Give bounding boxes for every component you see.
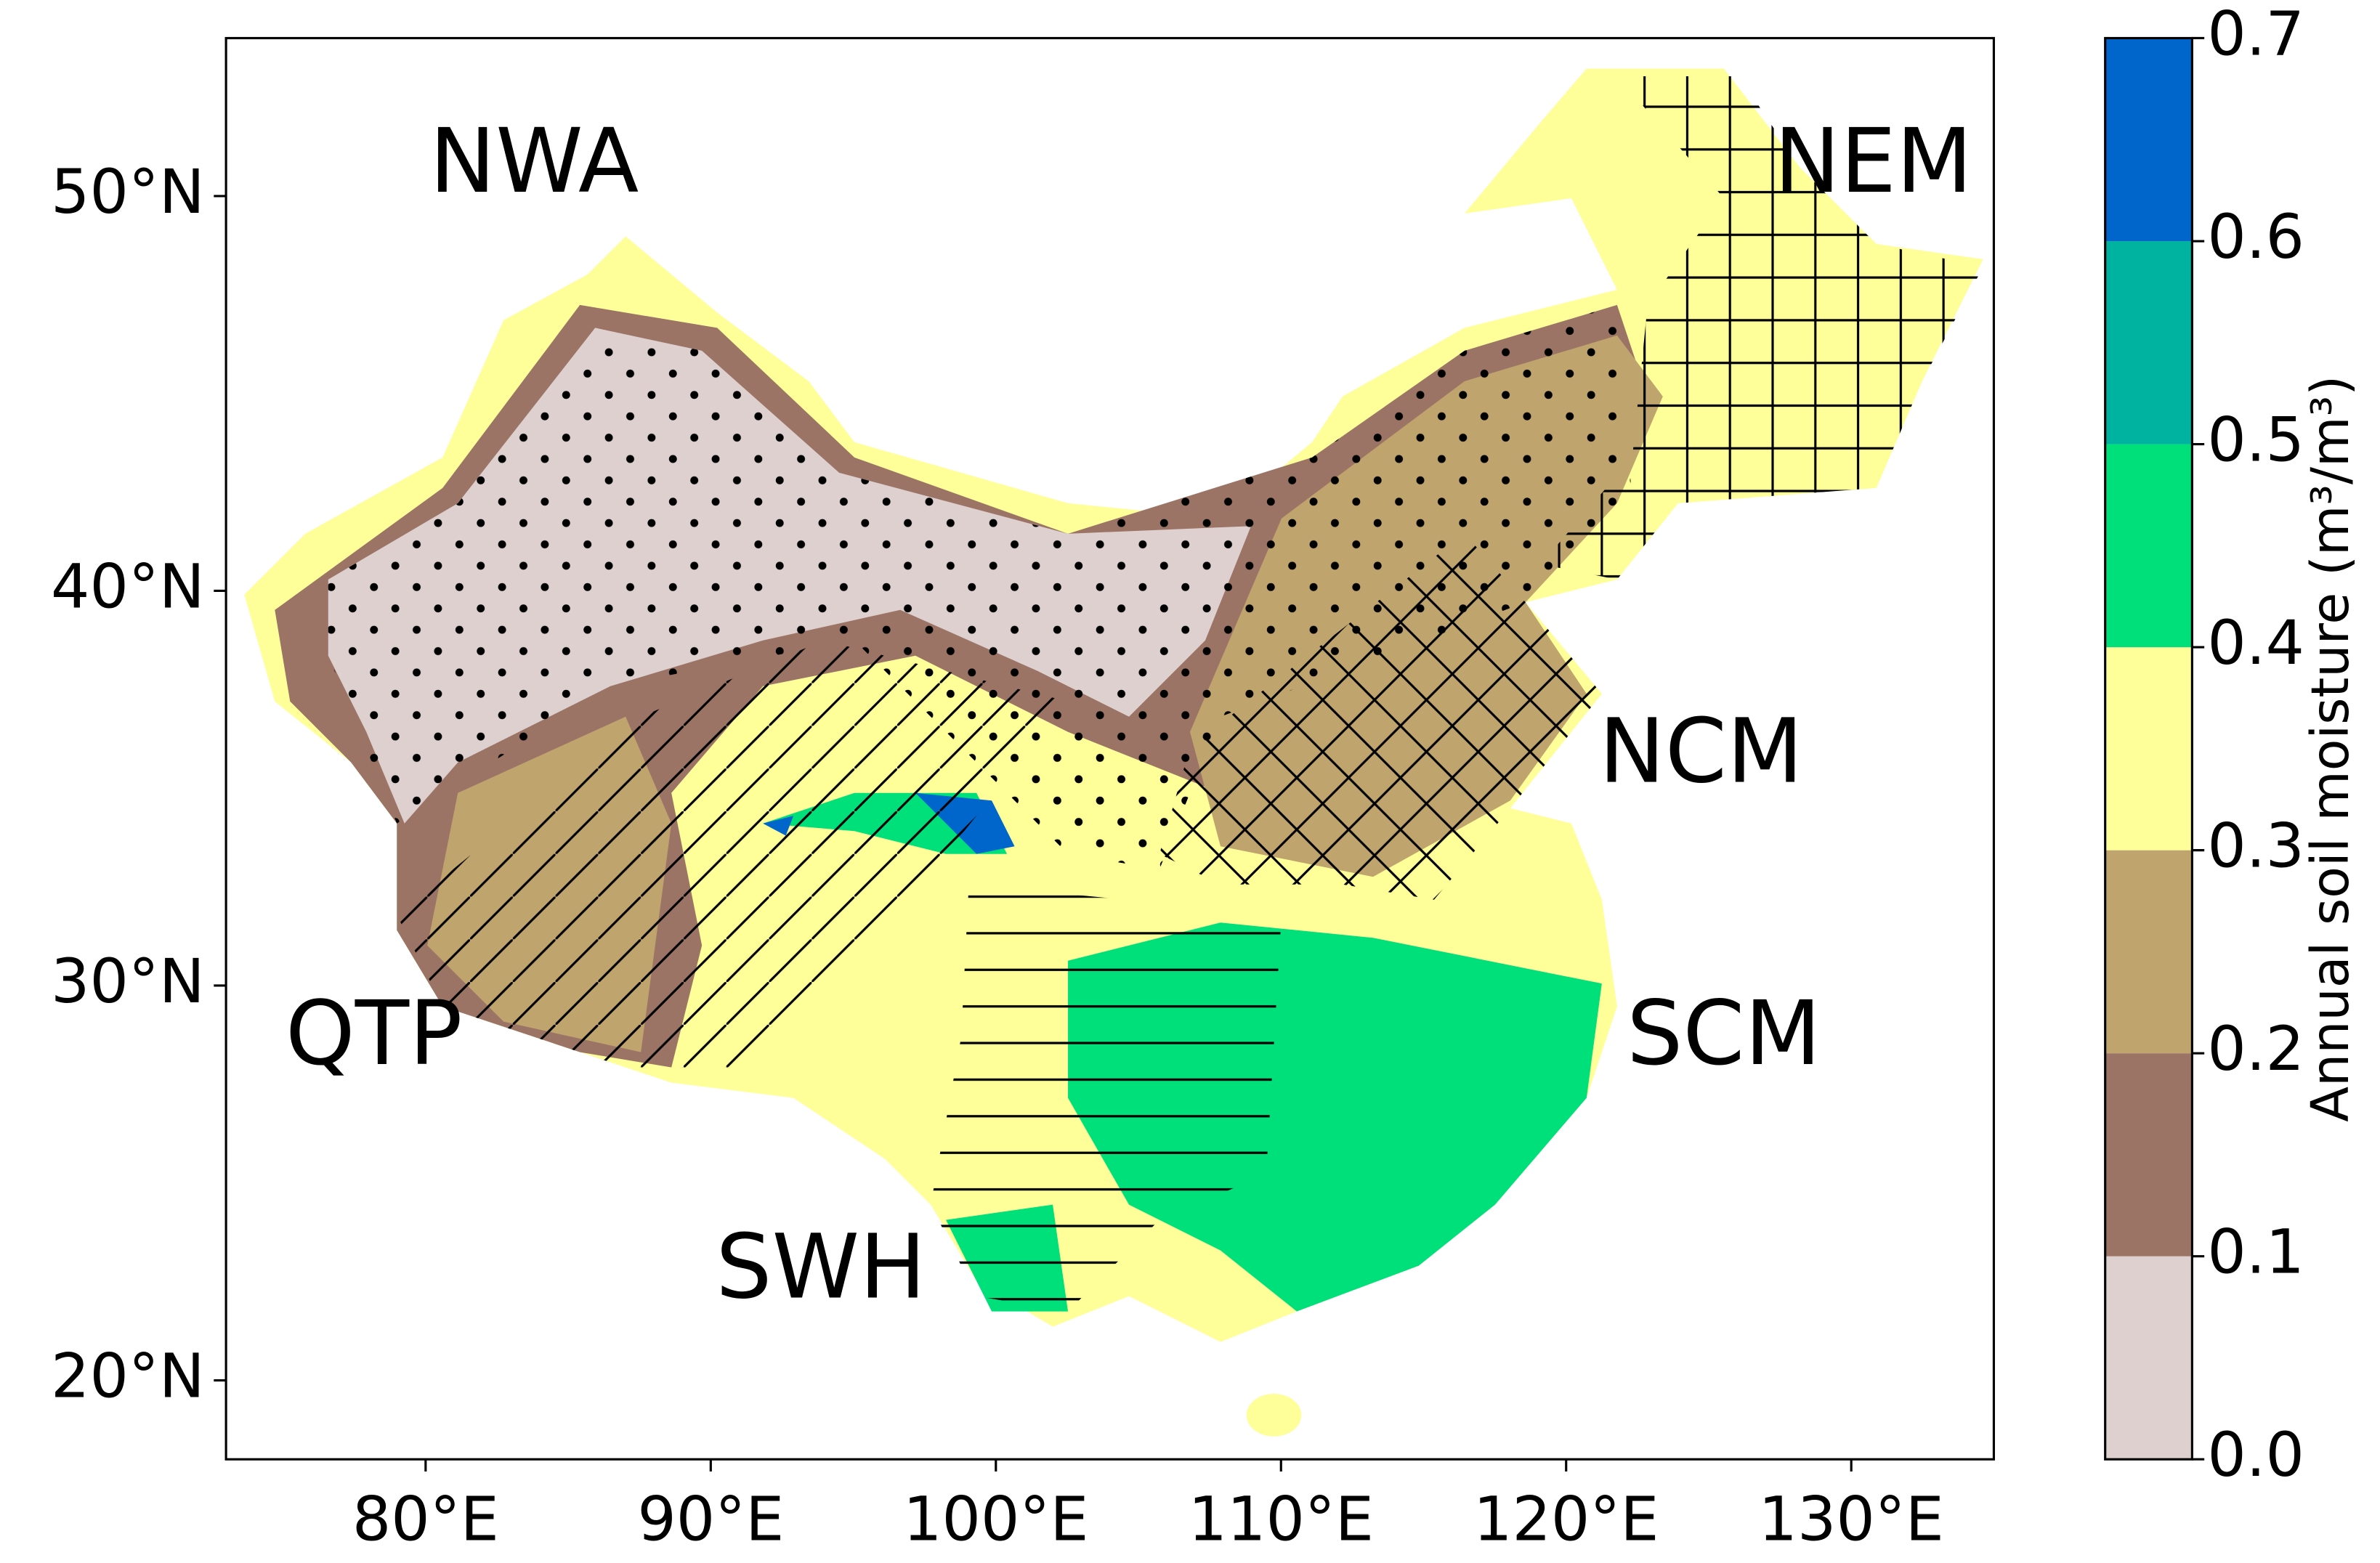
- x-tick-label: 130°E: [1759, 1483, 1944, 1554]
- colorbar-tick-label: 0.3: [2207, 811, 2304, 882]
- colorbar-label: Annual soil moisture (m³/m³): [2300, 375, 2360, 1122]
- hatch-nem: [1540, 76, 1983, 580]
- colorbar-tick-label: 0.4: [2207, 607, 2304, 678]
- colorbar-tick-label: 0.6: [2207, 201, 2304, 272]
- region-label: NWA: [429, 110, 639, 213]
- colorbar-tick-label: 0.5: [2207, 404, 2304, 475]
- colorbar: 0.0 0.1 0.2 0.3 0.4 0.5 0.6 0.7 Annual soil mois…: [2104, 0, 2360, 1490]
- colorbar-tick-label: 0.0: [2207, 1419, 2304, 1490]
- colorbar-tick-label: 0.2: [2207, 1013, 2304, 1084]
- x-tick-label: 80°E: [352, 1483, 499, 1554]
- region-label: QTP: [286, 982, 463, 1085]
- y-tick-label: 30°N: [51, 946, 205, 1017]
- colorbar-segment: [2105, 38, 2193, 242]
- hainan: [1246, 1393, 1302, 1437]
- hatch-swh: [931, 884, 1282, 1312]
- hatch-nwa: [328, 304, 1632, 869]
- axes: 80°E 90°E 100°E 110°E 120°E 130°E 20°N 30°N 40°N…: [51, 156, 1944, 1555]
- hatch-ncm: [1159, 533, 1602, 900]
- y-tick-label: 50°N: [51, 156, 205, 227]
- colorbar-segment: [2105, 1053, 2193, 1257]
- colorbar-segment: [2105, 850, 2193, 1054]
- x-tick-label: 110°E: [1189, 1483, 1374, 1554]
- colorbar-tick-label: 0.1: [2207, 1217, 2304, 1288]
- map: [244, 68, 1983, 1437]
- x-tick-label: 120°E: [1473, 1483, 1659, 1554]
- x-tick-label: 90°E: [637, 1483, 784, 1554]
- colorbar-segment: [2105, 241, 2193, 444]
- colorbar-tick-label: 0.7: [2207, 0, 2304, 69]
- y-tick-label: 40°N: [51, 551, 205, 622]
- y-tick-label: 20°N: [51, 1340, 205, 1411]
- region-label: SCM: [1627, 982, 1821, 1085]
- hatch-qtp: [397, 640, 1069, 1068]
- plot-frame: [224, 36, 1996, 1461]
- colorbar-frame: [2104, 36, 2193, 1461]
- colorbar-segment: [2105, 647, 2193, 850]
- region-label: SWH: [716, 1215, 926, 1318]
- region-label: NEM: [1774, 110, 1972, 213]
- x-tick-label: 100°E: [903, 1483, 1088, 1554]
- colorbar-segment: [2105, 1256, 2193, 1460]
- region-label: NCM: [1599, 700, 1803, 803]
- colorbar-segment: [2105, 444, 2193, 648]
- region-labels: NWA NEM NCM QTP SCM SWH: [286, 110, 1972, 1318]
